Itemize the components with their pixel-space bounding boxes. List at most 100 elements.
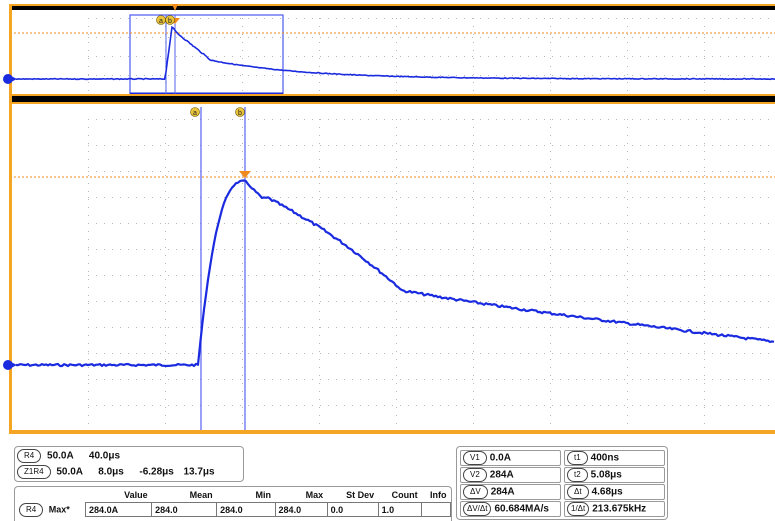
dv-badge[interactable]: ΔV	[463, 485, 488, 499]
measurement-channel-badge[interactable]: R4	[19, 502, 44, 517]
grid-dot	[242, 42, 243, 43]
zoom-channel-badge[interactable]: Z1R4	[17, 465, 51, 479]
grid-dot	[344, 353, 345, 354]
channel-badge[interactable]: R4	[17, 449, 42, 463]
grid-dot	[184, 171, 185, 172]
grid-dot	[720, 197, 721, 198]
zoom-position: -6.28μs	[139, 466, 174, 478]
grid-dot	[216, 56, 217, 57]
grid-dot	[248, 56, 249, 57]
grid-dot	[768, 379, 769, 380]
grid-dot	[104, 249, 105, 250]
grid-dot	[473, 66, 474, 67]
grid-dot	[360, 18, 361, 19]
grid-dot	[120, 197, 121, 198]
grid-dot	[144, 18, 145, 19]
grid-dot	[424, 353, 425, 354]
grid-dot	[144, 223, 145, 224]
v1-badge[interactable]: V1	[463, 451, 487, 465]
grid-dot	[550, 34, 551, 35]
grid-dot	[600, 379, 601, 380]
grid-dot	[368, 249, 369, 250]
grid-dot	[456, 119, 457, 120]
overview-cursor-a-label[interactable]: a	[156, 15, 166, 26]
trigger-marker-icon[interactable]	[172, 4, 178, 11]
grid-dot	[496, 353, 497, 354]
grid-dot	[424, 249, 425, 250]
header-value: Value	[124, 490, 148, 500]
grid-dot	[304, 171, 305, 172]
grid-dot	[160, 171, 161, 172]
grid-dot	[656, 171, 657, 172]
grid-dot	[672, 197, 673, 198]
waveform-canvas[interactable]: a b a b	[0, 0, 775, 440]
grid-dot	[319, 74, 320, 75]
grid-dot	[704, 367, 705, 368]
grid-dot	[720, 275, 721, 276]
grid-dot	[319, 167, 320, 168]
grid-dot	[208, 171, 209, 172]
grid-dot	[473, 407, 474, 408]
grid-dot	[256, 119, 257, 120]
grid-dot	[165, 303, 166, 304]
grid-dot	[280, 379, 281, 380]
grid-dot	[552, 223, 553, 224]
grid-dot	[280, 37, 281, 38]
inv-dt-badge[interactable]: 1/Δt	[567, 502, 590, 516]
dvdt-badge[interactable]: ΔV/Δt	[463, 502, 492, 516]
grid-dot	[568, 275, 569, 276]
grid-dot	[736, 75, 737, 76]
grid-dot	[128, 275, 129, 276]
grid-dot	[627, 279, 628, 280]
grid-dot	[312, 56, 313, 57]
grid-dot	[352, 37, 353, 38]
grid-dot	[720, 171, 721, 172]
grid-dot	[336, 353, 337, 354]
grid-dot	[550, 151, 551, 152]
grid-dot	[544, 119, 545, 120]
grid-dot	[576, 249, 577, 250]
grid-dot	[242, 255, 243, 256]
grid-dot	[128, 56, 129, 57]
grid-dot	[319, 50, 320, 51]
overview-cursor-b-label[interactable]: b	[165, 15, 175, 26]
overview-ground-marker-icon[interactable]	[3, 74, 17, 84]
grid-dot	[592, 75, 593, 76]
grid-dot	[600, 405, 601, 406]
table-row[interactable]: R4 Max* 284.0A 284.0 284.0 284.0 0.0 1.0	[15, 502, 451, 517]
grid-dot	[224, 37, 225, 38]
grid-dot	[550, 90, 551, 91]
grid-dot	[473, 375, 474, 376]
v2-badge[interactable]: V2	[463, 468, 487, 482]
grid-dot	[696, 275, 697, 276]
cursor-b-label[interactable]: b	[235, 107, 245, 118]
grid-dot	[396, 167, 397, 168]
dt-badge[interactable]: Δt	[567, 485, 589, 499]
grid-dot	[664, 353, 665, 354]
t2-badge[interactable]: t2	[567, 468, 588, 482]
grid-dot	[144, 37, 145, 38]
cursor-a-label[interactable]: a	[190, 107, 200, 118]
grid-dot	[312, 197, 313, 198]
grid-dot	[120, 223, 121, 224]
grid-dot	[88, 353, 89, 354]
scope-display: a b a b	[0, 0, 775, 440]
grid-dot	[550, 74, 551, 75]
grid-dot	[88, 367, 89, 368]
ground-marker-icon[interactable]	[3, 360, 17, 370]
grid-dot	[168, 301, 169, 302]
grid-dot	[200, 18, 201, 19]
grid-dot	[576, 223, 577, 224]
grid-dot	[473, 383, 474, 384]
grid-dot	[704, 279, 705, 280]
measurement-panel: Value Mean Min Max St Dev Count Info R4 …	[14, 486, 452, 521]
grid-dot	[88, 119, 89, 120]
grid-dot	[736, 327, 737, 328]
grid-dot	[627, 127, 628, 128]
grid-dot	[432, 353, 433, 354]
grid-dot	[120, 37, 121, 38]
grid-dot	[520, 119, 521, 120]
grid-dot	[319, 215, 320, 216]
grid-dot	[256, 75, 257, 76]
t1-badge[interactable]: t1	[567, 451, 588, 465]
